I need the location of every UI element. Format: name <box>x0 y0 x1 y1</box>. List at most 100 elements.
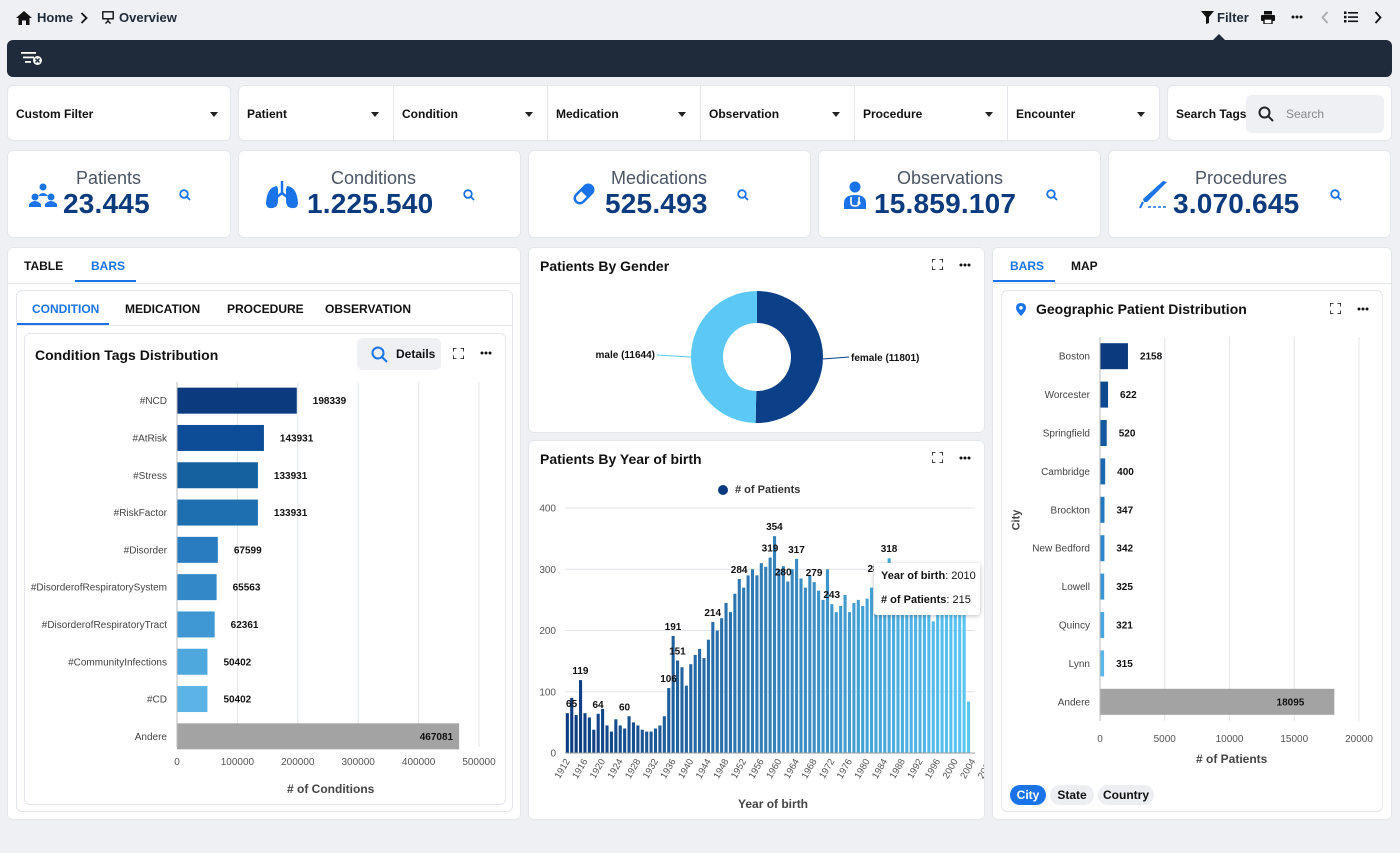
gender-donut-chart: male (11644) female (11801) <box>596 291 919 423</box>
details-button[interactable]: Details <box>357 338 441 370</box>
search-icon[interactable] <box>179 189 191 201</box>
list-icon[interactable] <box>1344 11 1358 23</box>
kpi-procedures-value: 3.070.645 <box>1173 188 1300 219</box>
custom-filter-dropdown[interactable]: Custom Filter <box>8 86 232 142</box>
procedure-filter-dropdown[interactable]: Procedure <box>854 86 1007 142</box>
patient-filter-dropdown[interactable]: Patient <box>239 86 393 142</box>
chevron-right-nav-icon[interactable] <box>1374 11 1382 24</box>
data-label: 143931 <box>280 433 314 444</box>
pill-state[interactable]: State <box>1050 785 1094 805</box>
print-icon[interactable] <box>1261 11 1275 24</box>
bar <box>896 575 900 753</box>
search-input[interactable]: Search <box>1246 95 1384 133</box>
tab-bars-underline <box>75 280 136 282</box>
y-tick-label: 200 <box>539 626 556 637</box>
bar <box>786 581 790 753</box>
category-label: Andere <box>135 732 168 743</box>
bar <box>790 569 794 753</box>
category-label: Worcester <box>1045 390 1091 401</box>
bar <box>839 606 843 753</box>
bar <box>587 717 591 753</box>
subtab-condition[interactable]: CONDITION <box>32 302 100 316</box>
chevron-left-icon[interactable] <box>1321 11 1329 24</box>
search-icon[interactable] <box>1330 189 1342 201</box>
bar <box>847 612 852 753</box>
kpi-patients-label: Patients <box>76 168 142 188</box>
x-tick-label: 1936 <box>659 757 679 781</box>
bar <box>724 602 728 753</box>
bar <box>918 596 922 753</box>
data-label: 191 <box>665 622 682 633</box>
search-icon[interactable] <box>737 189 749 201</box>
pill-country[interactable]: Country <box>1098 785 1154 805</box>
x-tick-label: 1976 <box>835 757 855 781</box>
caret-down-icon <box>832 111 840 117</box>
data-label: 342 <box>1116 544 1133 555</box>
data-label: 315 <box>1116 659 1133 670</box>
category-label: Cambridge <box>1041 467 1090 478</box>
kpi-patients-value: 23.445 <box>63 188 150 219</box>
subtab-medication[interactable]: MEDICATION <box>125 302 201 316</box>
bar <box>883 599 887 753</box>
category-label: #DisorderofRespiratorySystem <box>31 583 167 594</box>
filter-button-label: Filter <box>1217 10 1249 25</box>
search-icon[interactable] <box>463 189 475 201</box>
category-label: Boston <box>1059 352 1090 363</box>
encounter-filter-dropdown[interactable]: Encounter <box>1007 86 1159 142</box>
clear-filter-icon[interactable] <box>21 51 43 66</box>
kpi-conditions: Conditions 1.225.540 <box>238 150 521 238</box>
x-tick-label: 500000 <box>462 757 496 768</box>
condition-filter-dropdown[interactable]: Condition <box>393 86 547 142</box>
pie-slice <box>755 291 823 423</box>
bar <box>1100 420 1107 446</box>
medication-filter-dropdown[interactable]: Medication <box>547 86 700 142</box>
category-label: #Stress <box>133 471 167 482</box>
more-icon[interactable] <box>959 263 971 267</box>
bar <box>865 598 869 753</box>
more-icon[interactable] <box>959 456 971 460</box>
bar <box>623 728 627 753</box>
bar <box>887 558 891 753</box>
presentation-icon <box>102 11 114 24</box>
year-x-axis-title: Year of birth <box>738 797 809 811</box>
pill-city[interactable]: City <box>1010 785 1046 805</box>
filter-button[interactable]: Filter <box>1201 10 1249 25</box>
doctor-icon <box>844 181 866 209</box>
tooltip-year-label: Year of birth <box>881 570 946 582</box>
bar <box>746 575 750 753</box>
x-tick-label: 5000 <box>1154 734 1177 745</box>
bar <box>808 575 812 753</box>
tab-bars-right[interactable]: BARS <box>1010 259 1045 273</box>
bar <box>592 729 596 753</box>
tab-table[interactable]: TABLE <box>24 259 64 273</box>
breadcrumb-overview[interactable]: Overview <box>102 10 177 25</box>
more-icon[interactable] <box>1357 307 1369 311</box>
tab-bars[interactable]: BARS <box>91 259 126 273</box>
bar <box>689 664 693 753</box>
data-label: 520 <box>1119 429 1136 440</box>
encounter-filter-label: Encounter <box>1016 107 1076 121</box>
bar <box>900 587 904 753</box>
bar <box>737 579 741 753</box>
search-icon[interactable] <box>1046 189 1058 201</box>
observation-filter-dropdown[interactable]: Observation <box>700 86 854 142</box>
chart-title: Condition Tags Distribution <box>35 347 219 363</box>
data-label: 354 <box>766 522 783 533</box>
more-icon[interactable] <box>1291 15 1303 19</box>
x-tick-label: 1996 <box>923 757 943 781</box>
kpi-medications-value: 525.493 <box>605 188 708 219</box>
pill-state-label: State <box>1057 788 1087 802</box>
bar <box>905 581 909 753</box>
subtab-observation[interactable]: OBSERVATION <box>325 302 412 316</box>
year-bar-chart: 0 100 200 300 400 65 119 64 60 106 191 151 214 284 319… <box>539 504 984 781</box>
bar <box>1100 458 1106 485</box>
subtab-procedure[interactable]: PROCEDURE <box>227 302 304 316</box>
tooltip-count-value: : 215 <box>946 594 971 606</box>
bar <box>856 599 860 753</box>
geo-chart-title: Geographic Patient Distribution <box>1036 301 1247 317</box>
more-icon[interactable] <box>480 351 492 355</box>
tab-map[interactable]: MAP <box>1071 259 1098 273</box>
data-label: 280 <box>775 568 792 579</box>
breadcrumb-home[interactable]: Home <box>16 10 73 25</box>
bar <box>953 606 957 753</box>
